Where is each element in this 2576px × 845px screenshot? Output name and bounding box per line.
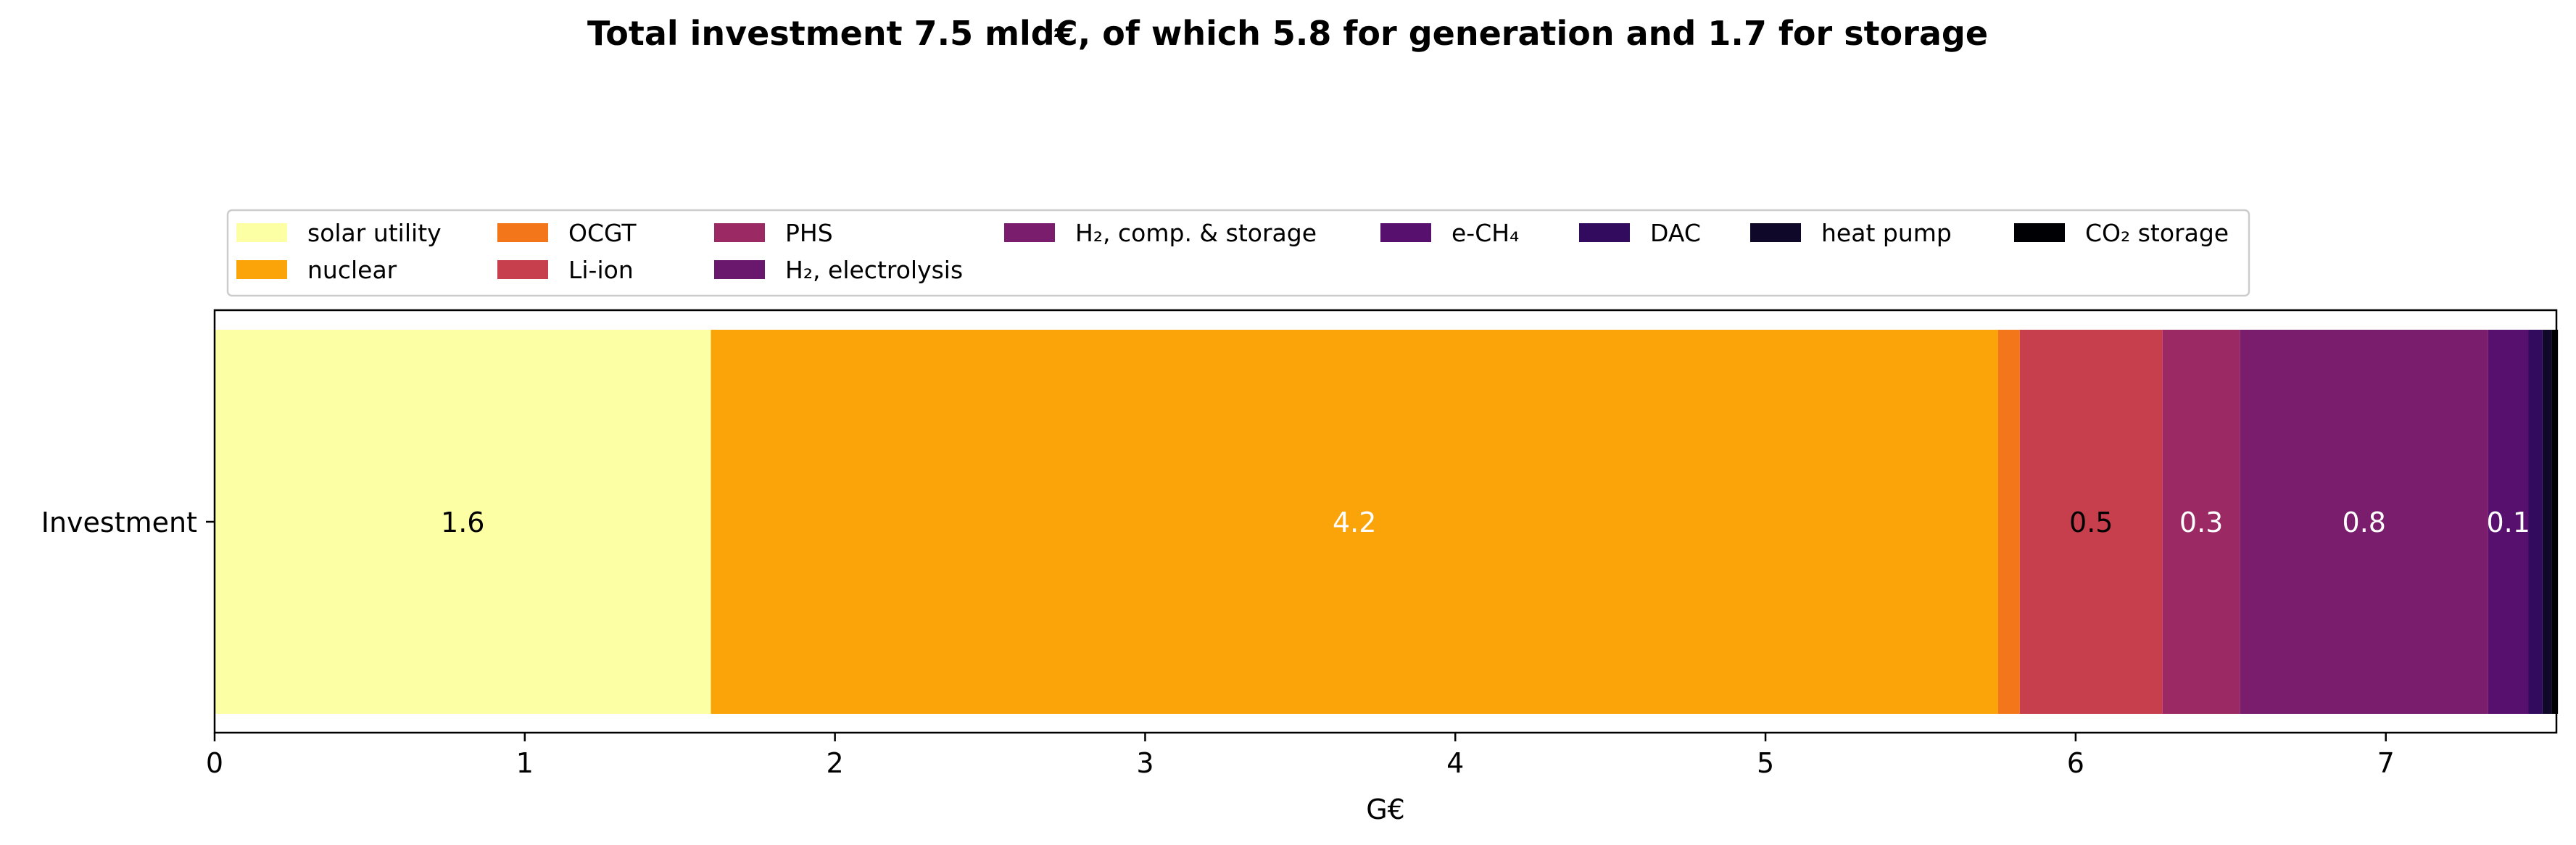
legend-label: H₂, comp. & storage <box>1075 219 1317 247</box>
legend-swatch <box>497 260 548 279</box>
legend-label: OCGT <box>568 219 637 247</box>
bar-label-phs: 0.3 <box>2179 507 2223 538</box>
legend-item-heat-pump: heat pump <box>1750 219 1952 247</box>
bar-segment-heat-pump <box>2542 330 2552 714</box>
legend-label: e-CH₄ <box>1451 219 1519 247</box>
y-tick-label: Investment <box>41 507 197 538</box>
chart-title: Total investment 7.5 mld€, of which 5.8 … <box>587 14 1988 53</box>
bar-value-labels: 1.6 4.2 0.5 0.3 0.8 0.1 <box>441 507 2530 538</box>
bar-label-e-ch4: 0.1 <box>2486 507 2530 538</box>
legend-item-dac: DAC <box>1579 219 1701 247</box>
bar-segment-h2-comp-storage <box>2240 330 2488 714</box>
legend-label: heat pump <box>1821 219 1952 247</box>
legend-swatch <box>1380 223 1431 242</box>
stacked-bar <box>215 330 2559 714</box>
legend-swatch <box>236 260 287 279</box>
legend-swatch <box>497 223 548 242</box>
legend-label: DAC <box>1650 219 1701 247</box>
bar-label-nuclear: 4.2 <box>1333 507 1376 538</box>
legend-label: solar utility <box>307 219 442 247</box>
bar-segment-e-ch4 <box>2488 330 2529 714</box>
bar-label-h2-comp-storage: 0.8 <box>2343 507 2386 538</box>
x-tick-label: 5 <box>1757 747 1774 779</box>
bar-segment-ocgt <box>1997 330 2020 714</box>
x-tick-label: 1 <box>516 747 534 779</box>
legend-item-e-ch4: e-CH₄ <box>1380 219 1519 247</box>
x-tick-label: 2 <box>827 747 844 779</box>
legend-item-nuclear: nuclear <box>236 256 397 284</box>
bar-label-solar-utility: 1.6 <box>441 507 484 538</box>
bar-segment-nuclear <box>711 330 1998 714</box>
legend-swatch <box>1579 223 1630 242</box>
legend-item-co2-storage: CO₂ storage <box>2014 219 2229 247</box>
x-tick-label: 6 <box>2067 747 2084 779</box>
y-axis: Investment <box>41 507 215 538</box>
x-axis: 0 1 2 3 4 5 6 7 <box>206 733 2395 779</box>
legend-item-li-ion: Li-ion <box>497 256 634 284</box>
bar-segment-li-ion <box>2019 330 2163 714</box>
legend: solar utility nuclear OCGT Li-ion PHS H₂, ele… <box>226 209 2250 297</box>
bar-segment-co2-storage <box>2551 330 2559 714</box>
legend-item-h2-electrolysis: H₂, electrolysis <box>714 256 963 284</box>
x-axis-label: G€ <box>1366 794 1405 825</box>
bar-label-li-ion: 0.5 <box>2069 507 2113 538</box>
legend-item-ocgt: OCGT <box>497 219 637 247</box>
x-tick-label: 3 <box>1136 747 1154 779</box>
x-tick-label: 7 <box>2377 747 2395 779</box>
legend-label: CO₂ storage <box>2085 219 2229 247</box>
legend-swatch <box>714 223 765 242</box>
legend-swatch <box>236 223 287 242</box>
legend-item-solar-utility: solar utility <box>236 219 442 247</box>
bar-segment-dac <box>2528 330 2543 714</box>
legend-swatch <box>714 260 765 279</box>
legend-label: nuclear <box>307 256 397 284</box>
legend-swatch <box>1750 223 1801 242</box>
legend-label: H₂, electrolysis <box>785 256 963 284</box>
legend-item-h2-comp-storage: H₂, comp. & storage <box>1004 219 1317 247</box>
legend-swatch <box>1004 223 1055 242</box>
legend-item-phs: PHS <box>714 219 833 247</box>
bar-segment-phs <box>2162 330 2240 714</box>
x-tick-label: 0 <box>206 747 223 779</box>
legend-label: Li-ion <box>568 256 634 284</box>
legend-label: PHS <box>785 219 833 247</box>
x-tick-label: 4 <box>1446 747 1464 779</box>
legend-swatch <box>2014 223 2065 242</box>
bar-segment-solar-utility <box>215 330 711 714</box>
